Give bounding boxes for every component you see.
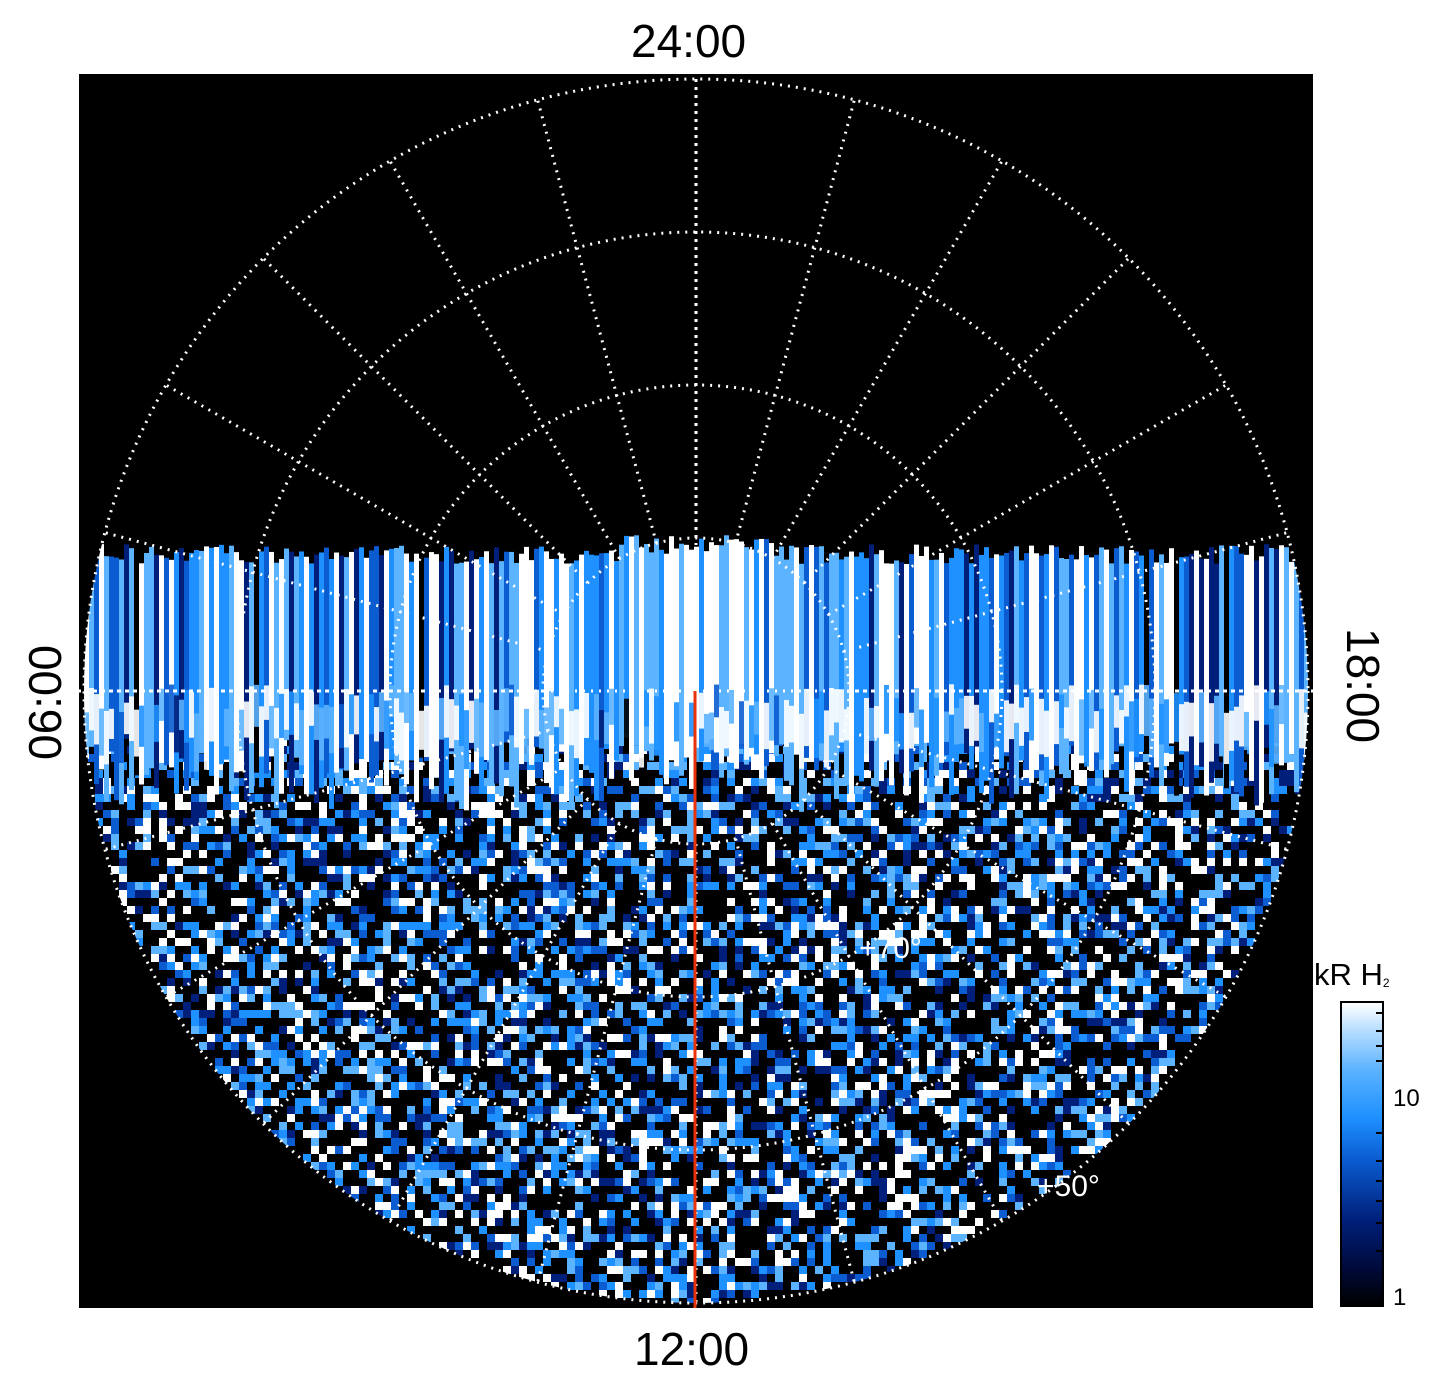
polar-projection-panel: +70° +50° — [79, 74, 1313, 1308]
local-time-label-18: 18:00 — [1337, 628, 1389, 744]
local-time-label-06: 06:00 — [19, 644, 71, 760]
colorbar-minor-tick — [1376, 1200, 1382, 1202]
colorbar — [1340, 1001, 1384, 1307]
colorbar-minor-tick — [1376, 1132, 1382, 1134]
colorbar-minor-tick — [1376, 1222, 1382, 1224]
colorbar-tick-10: 10 — [1393, 1085, 1420, 1112]
local-time-label-12: 12:00 — [634, 1323, 750, 1375]
colorbar-minor-tick — [1376, 1030, 1382, 1032]
polar-auroral-map: +70° +50° — [79, 77, 1313, 1308]
colorbar-minor-tick — [1376, 1045, 1382, 1047]
colorbar-minor-tick — [1376, 1160, 1382, 1162]
colorbar-tick-1: 1 — [1393, 1284, 1407, 1311]
latitude-label-50: +50° — [1037, 1170, 1100, 1203]
colorbar-title: kR H2 — [1314, 957, 1390, 992]
local-time-label-24: 24:00 — [631, 15, 747, 67]
colorbar-minor-tick — [1376, 1012, 1382, 1014]
colorbar-minor-tick — [1376, 1250, 1382, 1252]
colorbar-minor-tick — [1376, 1180, 1382, 1182]
latitude-label-70: +70° — [859, 932, 922, 965]
auroral-band-layer — [84, 535, 1308, 812]
colorbar-minor-tick — [1376, 1060, 1382, 1062]
